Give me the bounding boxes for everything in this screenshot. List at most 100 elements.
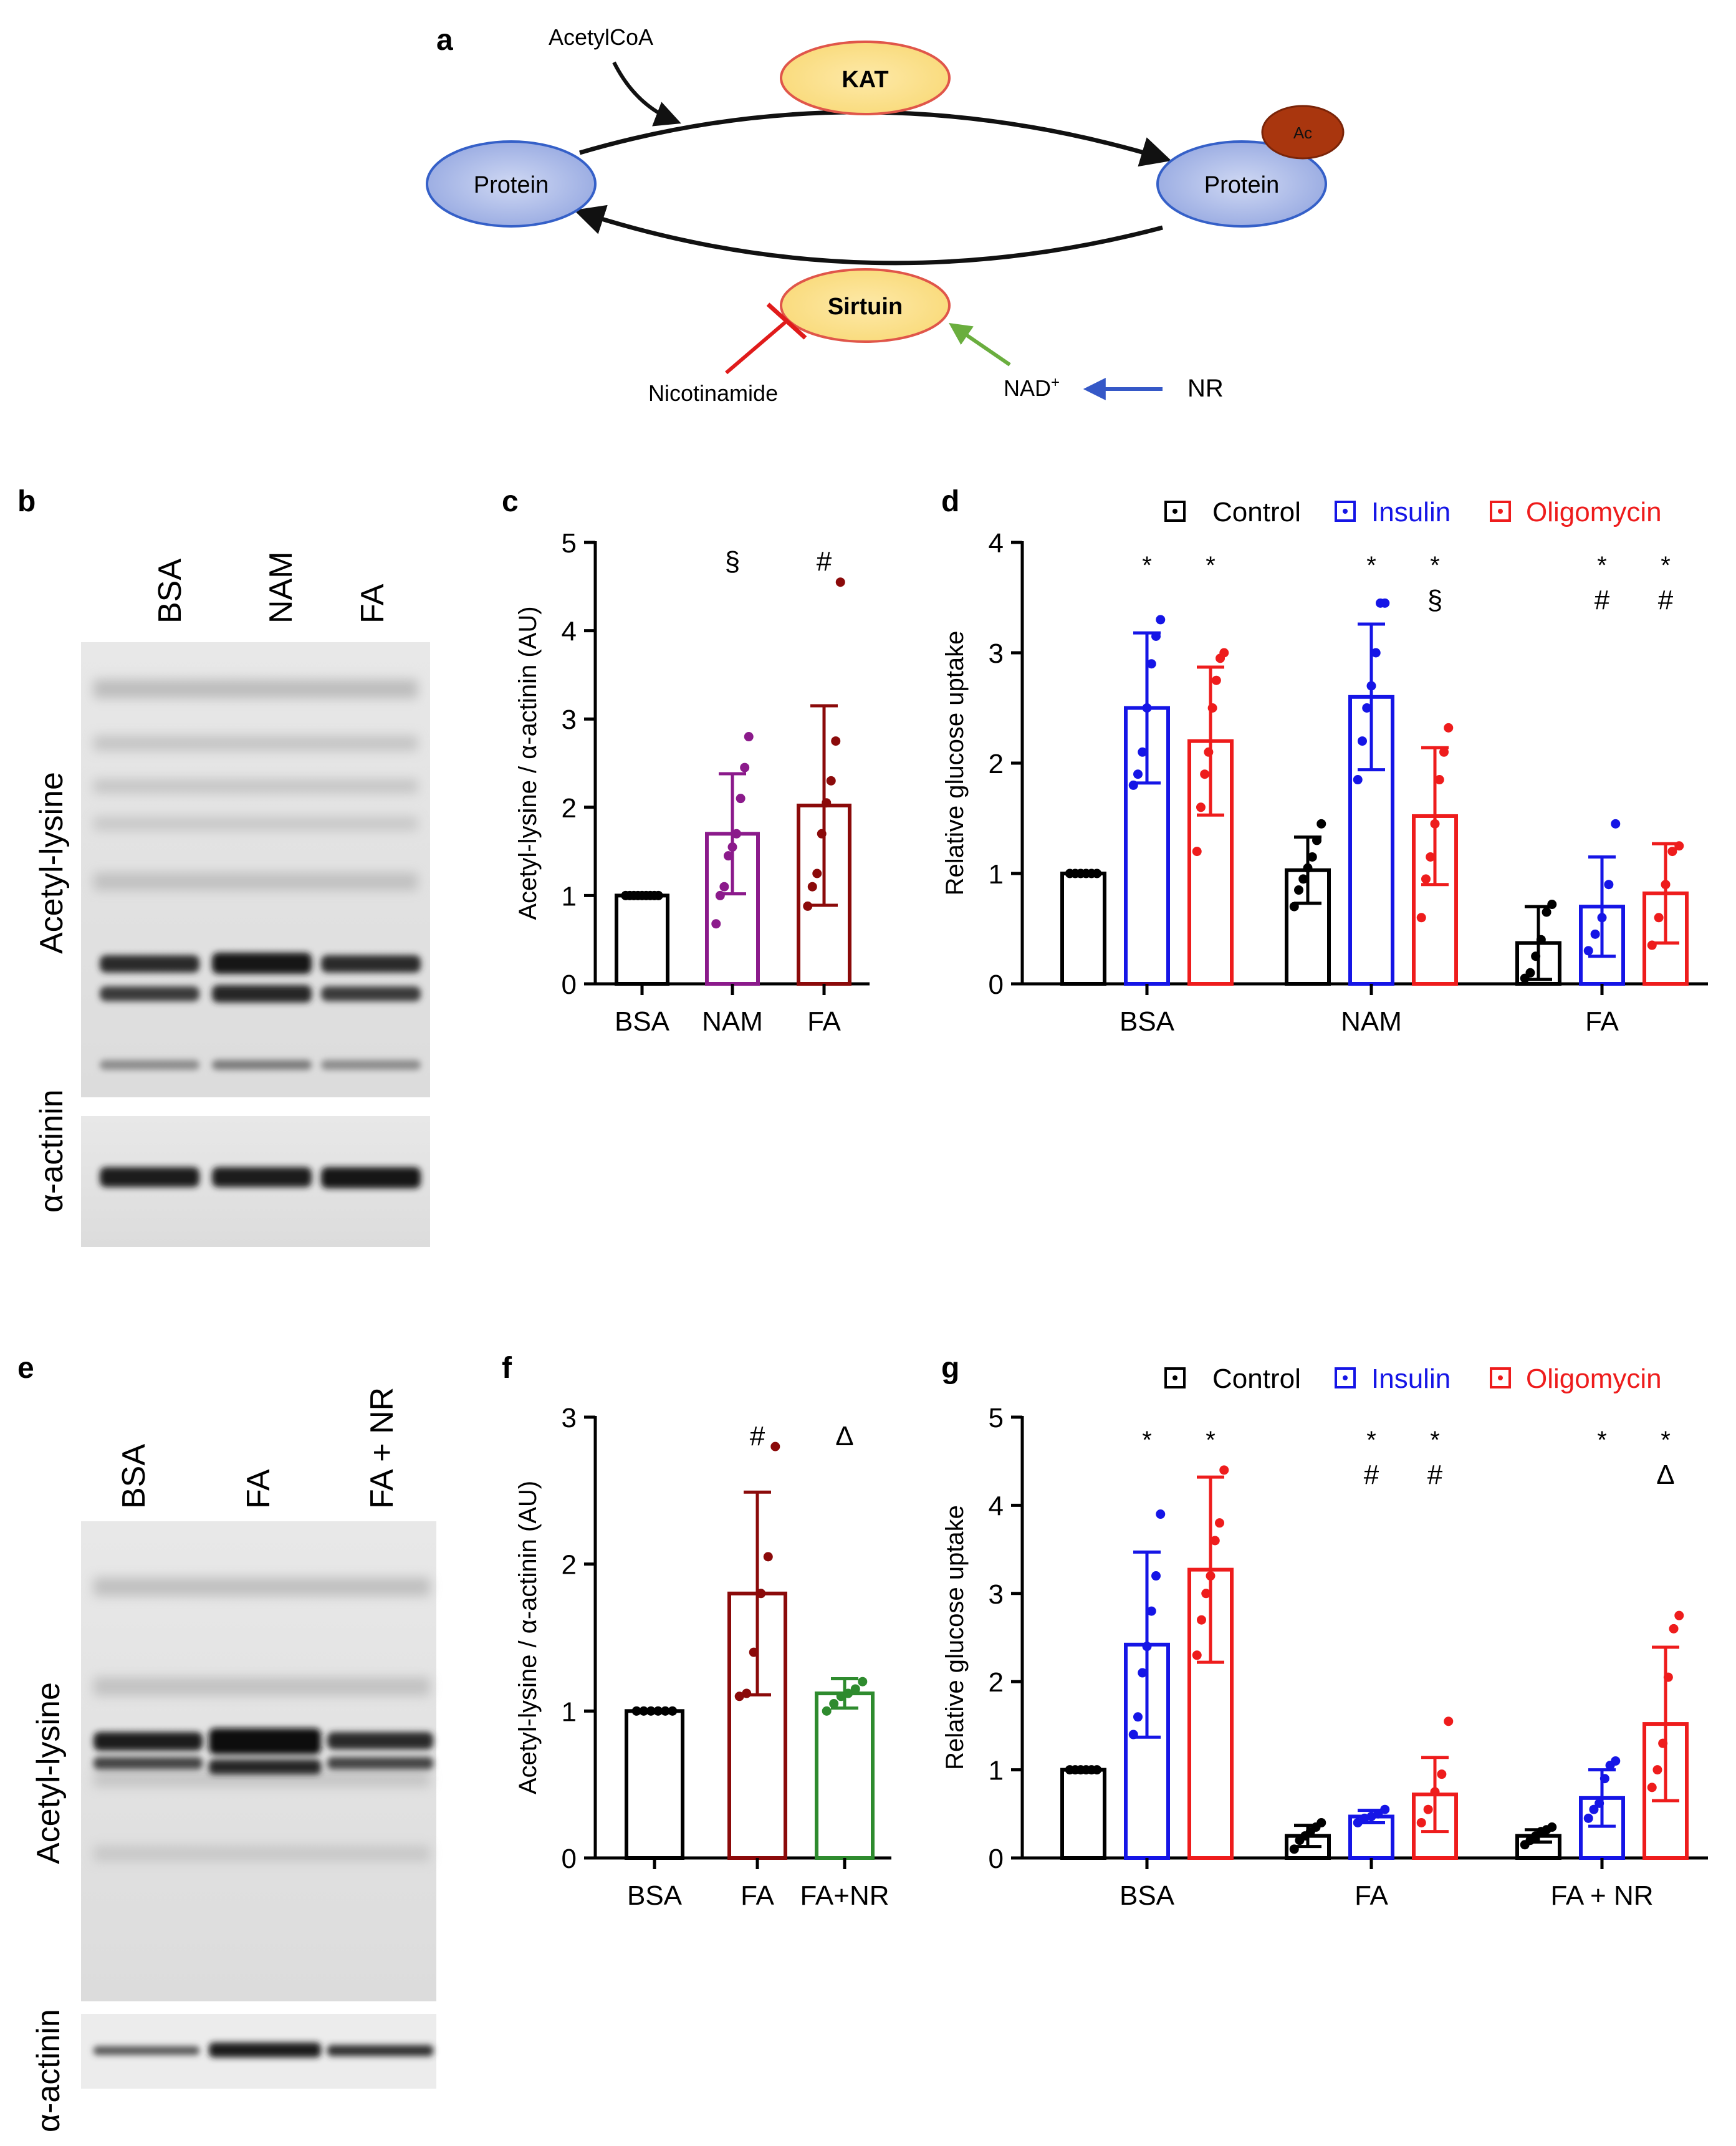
- chart-f-0-data-point: [668, 1706, 678, 1716]
- chart-g-1-2-annotation: #: [1427, 1460, 1443, 1490]
- chart-g-FA + NR-Control-data-point: [1547, 1822, 1557, 1832]
- chart-d-BSA-Oligomycin-data-point: [1204, 747, 1214, 757]
- chart-c-2-data-point: [826, 776, 836, 786]
- chart-d-BSA-Insulin-data-point: [1128, 780, 1138, 790]
- kat-label: KAT: [842, 67, 888, 93]
- blot-e-label-actinin: α-actinin: [31, 2009, 67, 2132]
- nad-sup: +: [1051, 374, 1060, 391]
- chart-d-NAM-Control-data-point: [1316, 819, 1326, 829]
- chart-g-BSA-Insulin-data-point: [1138, 1668, 1148, 1678]
- chart-g-FA + NR-Insulin-data-point: [1583, 1813, 1593, 1823]
- chart-d-FA-Control-data-point: [1536, 935, 1546, 945]
- nad-arrow: [949, 322, 1011, 367]
- blot-b-label-acetyl: Acetyl-lysine: [34, 772, 70, 954]
- blot-b-lane-1: BSA: [152, 559, 188, 623]
- chart-d-NAM-Oligomycin-data-point: [1426, 852, 1436, 862]
- legend-g-insulin-label: Insulin: [1371, 1364, 1451, 1394]
- protein-right-node: [1156, 140, 1327, 228]
- chart-f-ytick-label: 0: [562, 1844, 577, 1874]
- chart-f-ytick-label: 1: [562, 1696, 577, 1727]
- legend-g-oligomycin-label: Oligomycin: [1526, 1364, 1662, 1394]
- chart-c-2-data-point: [817, 829, 827, 839]
- chart-f-1-data-point: [763, 1552, 773, 1562]
- chart-g-xtick-label: BSA: [1120, 1880, 1175, 1911]
- chart-d-ylabel: Relative glucose uptake: [941, 631, 969, 896]
- chart-d-xtick-label: BSA: [1120, 1006, 1175, 1037]
- chart-c-ytick-label: 5: [562, 528, 577, 559]
- chart-d-NAM-Control-data-point: [1307, 852, 1317, 862]
- panel-label-e: e: [17, 1352, 34, 1385]
- chart-d-xtick-label: NAM: [1341, 1006, 1402, 1037]
- chart-g-FA-Insulin-data-point: [1380, 1804, 1390, 1814]
- chart-d-2-2-annotation: #: [1658, 585, 1674, 615]
- legend-g-insulin-swatch: [1335, 1367, 1356, 1388]
- legend-d-control-label: Control: [1212, 497, 1301, 527]
- chart-d-FA-Control-data-point: [1547, 900, 1557, 910]
- nicotinamide-inhibit-line: [725, 319, 788, 375]
- chart-d-NAM-Insulin-data-point: [1362, 703, 1372, 713]
- chart-g-ylabel: Relative glucose uptake: [941, 1505, 969, 1770]
- acetyl-group-node: [1261, 105, 1345, 160]
- blot-e-lane-1: BSA: [116, 1444, 152, 1509]
- chart-d-NAM-Oligomycin-data-point: [1416, 913, 1426, 923]
- chart-d-NAM-Insulin-data-point: [1371, 648, 1381, 658]
- legend-d-oligomycin-dot: [1498, 509, 1503, 514]
- chart-f-2-data-point: [822, 1706, 832, 1716]
- chart-f-2-bar: [815, 1691, 875, 1860]
- chart-d-NAM-Insulin-data-point: [1353, 775, 1363, 785]
- chart-c-ytick-label: 1: [562, 881, 577, 912]
- chart-f-1-data-point: [770, 1441, 780, 1451]
- chart-f-0-data-point: [653, 1706, 663, 1716]
- protein-left-label: Protein: [474, 172, 549, 198]
- blot-b-lane-3: FA: [355, 584, 391, 623]
- chart-c-2-data-point: [803, 901, 813, 911]
- chart-c-2-data-point: [812, 869, 822, 878]
- chart-g-BSA-Insulin-data-point: [1133, 1712, 1143, 1722]
- chart-g-1-1-annotation: *: [1366, 1427, 1376, 1454]
- chart-d-BSA-Insulin-data-point: [1138, 747, 1148, 757]
- chart-d-FA-Oligomycin-data-point: [1674, 841, 1684, 851]
- chart-c-1-data-point: [736, 794, 746, 804]
- chart-g-FA-Oligomycin-data-point: [1444, 1716, 1454, 1726]
- legend-g-oligomycin-swatch: [1490, 1367, 1511, 1388]
- chart-g-BSA-Control-bar: [1060, 1768, 1106, 1860]
- chart-f-0-data-point: [631, 1706, 641, 1716]
- nad-label: NAD+: [1004, 374, 1060, 401]
- chart-d-ytick-label: 0: [989, 970, 1004, 1000]
- chart-g-FA-Control-data-point: [1316, 1817, 1326, 1827]
- chart-c-1-data-point: [723, 851, 733, 861]
- chart-d-NAM-Control-data-point: [1298, 874, 1308, 884]
- chart-g-FA-Control-data-point: [1289, 1844, 1299, 1854]
- chart-f-2-data-point: [829, 1699, 839, 1709]
- chart-f-1-data-point: [749, 1647, 759, 1657]
- chart-d-NAM-Oligomycin-data-point: [1439, 747, 1449, 757]
- chart-c-2-data-point: [822, 798, 832, 808]
- chart-g-FA-Insulin-data-point: [1373, 1809, 1383, 1819]
- chart-f-2-data-point: [858, 1677, 868, 1686]
- chart-c-2-annotation: #: [817, 546, 832, 577]
- chart-g-FA-Oligomycin-data-point: [1437, 1769, 1447, 1779]
- chart-c-1-data-point: [719, 882, 729, 892]
- chart-f-xtick-label: BSA: [627, 1880, 683, 1911]
- chart-g-FA + NR-Insulin-data-point: [1595, 1798, 1604, 1808]
- chart-f: 0 1 2 3 Acetyl-lysine / α-actinin (AU) BSA FA #…: [514, 1403, 891, 1911]
- chart-c-1-data-point: [715, 890, 725, 900]
- chart-d-NAM-Oligomycin-data-point: [1421, 874, 1431, 884]
- chart-g-BSA-Oligomycin-data-point: [1196, 1615, 1206, 1625]
- chart-g-xtick-label: FA: [1355, 1880, 1388, 1911]
- deacetylation-arc: [573, 204, 1163, 266]
- chart-g-BSA-Oligomycin-data-point: [1201, 1589, 1211, 1599]
- chart-f-2-annotation: Δ: [835, 1421, 853, 1451]
- blot-e-lane-2: FA: [241, 1469, 277, 1509]
- chart-g-BSA-Oligomycin-data-point: [1206, 1571, 1216, 1581]
- chart-c-ytick-label: 0: [562, 970, 577, 1000]
- chart-d-BSA-Oligomycin-data-point: [1200, 769, 1210, 779]
- chart-g-ytick-label: 4: [989, 1491, 1004, 1521]
- acetylcoa-label: AcetylCoA: [549, 24, 653, 50]
- chart-d-NAM-Insulin-data-point: [1366, 681, 1376, 691]
- chart-c-1-data-point: [740, 763, 750, 772]
- blot-e-actinin-bands: [94, 2043, 433, 2057]
- sirtuin-node: [780, 268, 951, 343]
- chart-d-BSA-Insulin-data-point: [1151, 631, 1161, 641]
